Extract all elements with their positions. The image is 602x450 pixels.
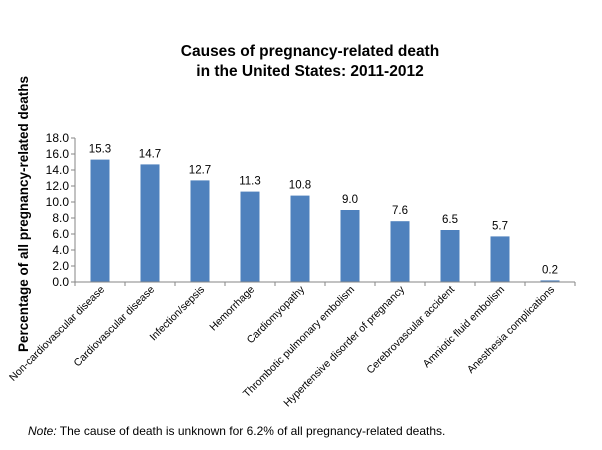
chart-title-line-2: in the United States: 2011-2012 xyxy=(196,63,424,80)
y-tick-label: 8.0 xyxy=(52,211,69,225)
value-labels-group: 15.3 14.7 12.7 11.3 10.8 9.0 7.6 6.5 5.7 0.2 xyxy=(89,144,558,277)
y-tick-label: 10.0 xyxy=(46,195,70,209)
bar-value-label: 0.2 xyxy=(542,264,558,276)
y-tick-label: 18.0 xyxy=(46,131,70,145)
bars-group xyxy=(90,159,560,282)
chart-note: Note: The cause of death is unknown for … xyxy=(28,423,445,439)
bar-value-label: 15.3 xyxy=(89,144,111,156)
bar xyxy=(340,210,360,282)
y-tick-label: 12.0 xyxy=(46,179,70,193)
bar-value-label: 5.7 xyxy=(492,220,508,232)
note-label: Note: xyxy=(28,424,57,438)
x-category-label: Anesthesia complications xyxy=(465,284,557,376)
bar xyxy=(190,180,210,282)
note-text: The cause of death is unknown for 6.2% o… xyxy=(56,424,446,438)
y-tick-label: 16.0 xyxy=(46,147,70,161)
chart-title-line-1: Causes of pregnancy-related death xyxy=(180,43,440,60)
y-tick-label: 4.0 xyxy=(52,243,69,257)
y-tick-label: 0.0 xyxy=(52,275,69,289)
bar xyxy=(540,280,560,282)
x-category-label: Cardiovascular disease xyxy=(71,284,157,370)
x-category-label: Amniotic fluid embolism xyxy=(421,283,508,370)
bar-value-label: 11.3 xyxy=(239,176,261,188)
bar xyxy=(90,159,110,282)
bar xyxy=(290,195,310,282)
bar xyxy=(140,164,160,282)
bar xyxy=(390,221,410,282)
x-category-label: Hemorrhage xyxy=(207,284,257,334)
bar-value-label: 9.0 xyxy=(342,194,358,206)
y-tick-label: 2.0 xyxy=(52,259,69,273)
y-axis: 0.0 2.0 4.0 6.0 8.0 10.0 12.0 14.0 16.0 18.0 xyxy=(46,131,76,289)
bar xyxy=(440,230,460,282)
x-category-label: Non-cardiovascular disease xyxy=(7,284,107,384)
y-tick-label: 6.0 xyxy=(52,227,69,241)
y-tick-label: 14.0 xyxy=(46,163,70,177)
x-axis: Non-cardiovascular diseaseCardiovascular… xyxy=(7,281,576,409)
bar-value-label: 14.7 xyxy=(139,148,161,160)
bar-value-label: 10.8 xyxy=(289,180,311,192)
bar-value-label: 6.5 xyxy=(442,214,458,226)
bar xyxy=(240,191,260,282)
bar-value-label: 7.6 xyxy=(392,205,408,217)
x-category-label: Cerebrovascular accident xyxy=(364,284,457,377)
bar-value-label: 12.7 xyxy=(189,164,211,176)
bar xyxy=(490,236,510,282)
